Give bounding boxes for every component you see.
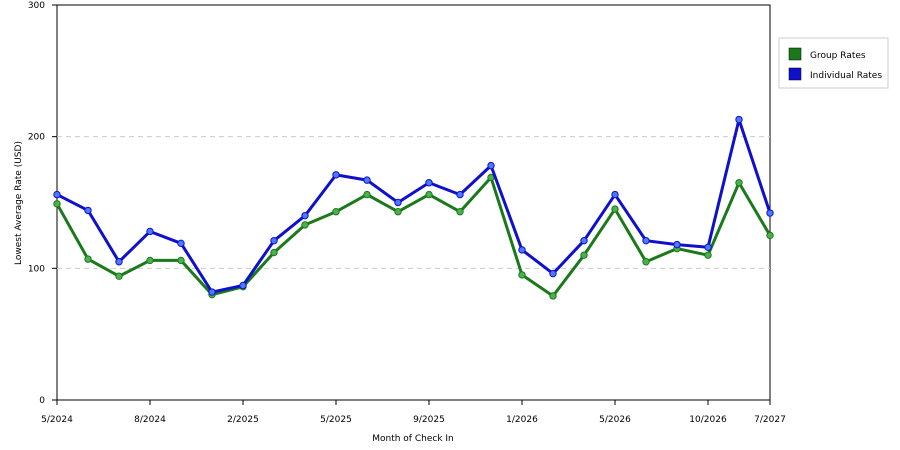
- data-point: [53, 190, 61, 199]
- data-point: [84, 255, 92, 263]
- data-point: [394, 208, 402, 216]
- data-point: [363, 176, 371, 184]
- data-point: [239, 281, 247, 290]
- x-axis-label: Month of Check In: [372, 434, 454, 444]
- data-point: [518, 271, 526, 279]
- x-tick-label: 9/2025: [413, 415, 445, 425]
- data-point: [332, 171, 340, 179]
- legend-swatch: [788, 67, 802, 81]
- data-point: [146, 256, 154, 265]
- data-point: [642, 236, 650, 245]
- data-point: [518, 246, 526, 254]
- x-tick-label: 1/2026: [506, 415, 538, 425]
- data-point: [270, 236, 278, 245]
- data-point: [177, 239, 185, 248]
- x-tick-label: 5/2024: [41, 415, 73, 425]
- data-point: [580, 251, 588, 259]
- data-point: [425, 179, 433, 187]
- y-tick-label: 0: [39, 396, 45, 406]
- data-point: [301, 221, 309, 229]
- data-point: [301, 211, 309, 220]
- data-point: [270, 248, 278, 257]
- data-point: [580, 236, 588, 245]
- data-point: [642, 258, 650, 266]
- data-point: [611, 205, 619, 213]
- data-point: [53, 200, 61, 208]
- data-point: [456, 208, 464, 216]
- x-tick-label: 7/2027: [754, 415, 786, 425]
- data-point: [704, 243, 712, 251]
- series-line: [56, 118, 772, 294]
- data-point: [611, 190, 619, 199]
- data-point: [394, 198, 402, 207]
- x-tick-label: 5/2025: [320, 415, 352, 425]
- y-tick-label: 200: [28, 133, 45, 143]
- data-point: [456, 190, 464, 199]
- data-point: [735, 115, 743, 124]
- x-tick-label: 5/2026: [599, 415, 631, 425]
- data-point: [363, 190, 371, 199]
- data-point: [425, 190, 433, 199]
- data-point: [332, 208, 340, 216]
- x-tick-label: 10/2026: [689, 415, 727, 425]
- data-point: [735, 179, 743, 187]
- y-tick-label: 300: [28, 1, 45, 11]
- data-point: [84, 206, 92, 215]
- data-point: [766, 231, 774, 240]
- x-tick-label: 2/2025: [227, 415, 259, 425]
- series-line: [55, 175, 772, 298]
- legend-swatch: [788, 47, 802, 61]
- data-point: [177, 256, 185, 265]
- y-tick-label: 100: [28, 264, 45, 274]
- data-point: [146, 227, 154, 236]
- data-point: [704, 251, 712, 259]
- data-point: [115, 258, 123, 266]
- data-point: [549, 292, 557, 300]
- x-tick-label: 8/2024: [134, 415, 166, 425]
- data-point: [208, 288, 216, 296]
- y-axis-label: Lowest Average Rate (USD): [14, 141, 24, 265]
- data-point: [673, 240, 681, 249]
- data-point: [487, 161, 495, 170]
- legend-label: Individual Rates: [810, 71, 882, 81]
- data-point: [115, 272, 123, 280]
- legend-label: Group Rates: [810, 51, 866, 61]
- data-point: [549, 269, 557, 278]
- data-point: [766, 209, 774, 217]
